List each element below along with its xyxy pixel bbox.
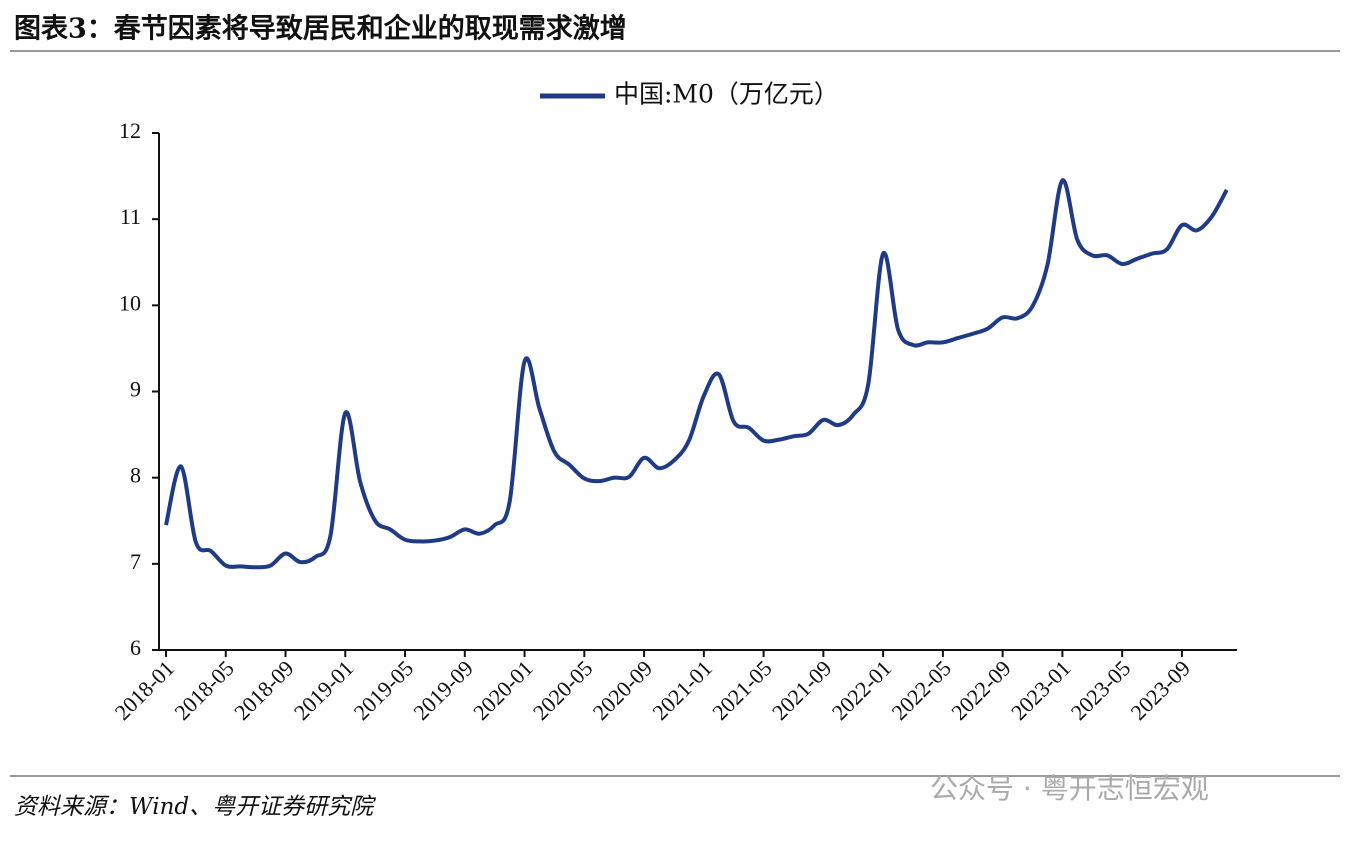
y-tick-label: 8 (130, 463, 141, 488)
y-tick-label: 6 (130, 635, 141, 660)
x-tick-label: 2021-09 (767, 655, 837, 725)
x-tick-label: 2018-05 (169, 655, 239, 725)
x-tick-label: 2019-05 (349, 655, 419, 725)
y-tick-label: 12 (119, 118, 141, 143)
chart-title: 图表3：春节因素将导致居民和企业的取现需求激增 (14, 13, 627, 45)
x-tick-label: 2021-01 (647, 655, 717, 725)
x-tick-label: 2018-01 (110, 655, 180, 725)
x-tick-label: 2023-05 (1066, 655, 1136, 725)
x-tick-label: 2020-09 (588, 655, 658, 725)
x-tick-label: 2021-05 (707, 655, 777, 725)
data-line (164, 178, 1229, 570)
x-tick-label: 2023-01 (1006, 655, 1076, 725)
x-tick-label: 2020-01 (468, 655, 538, 725)
legend-label: 中国:M0（万亿元） (614, 80, 839, 109)
x-tick-label: 2022-09 (946, 655, 1016, 725)
watermark: 公众号 · 粤开志恒宏观 (930, 772, 1209, 805)
y-tick-label: 10 (119, 290, 141, 315)
x-tick-label: 2023-09 (1125, 655, 1195, 725)
y-tick-label: 7 (130, 549, 141, 574)
x-tick-label: 2018-09 (229, 655, 299, 725)
x-tick-label: 2022-05 (886, 655, 956, 725)
x-tick-label: 2019-01 (289, 655, 359, 725)
x-tick-label: 2019-09 (408, 655, 478, 725)
y-tick-label: 9 (130, 377, 141, 402)
x-tick-label: 2020-05 (528, 655, 598, 725)
source: 资料来源：Wind、粤开证券研究院 (14, 794, 376, 820)
x-tick-label: 2022-01 (827, 655, 897, 725)
y-tick-label: 11 (120, 204, 141, 229)
